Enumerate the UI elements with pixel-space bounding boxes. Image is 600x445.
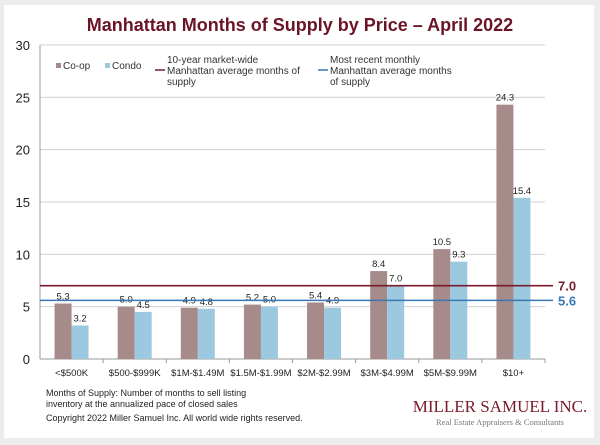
data-label: 9.3: [452, 250, 465, 261]
x-tick-label: <$500K: [55, 368, 89, 379]
bar-condo: [134, 311, 152, 359]
bar-co-op: [433, 249, 451, 359]
x-tick-label: $10+: [503, 368, 525, 379]
y-tick-label: 30: [16, 38, 30, 53]
legend-label: 10-year market-wide: [167, 55, 259, 66]
legend-label: Manhattan average months of: [167, 66, 300, 77]
data-label: 8.4: [372, 259, 385, 270]
data-label: 4.8: [200, 297, 213, 308]
bar-condo: [324, 307, 342, 359]
bar-co-op: [180, 307, 198, 359]
data-label: 5.2: [246, 293, 259, 304]
bar-co-op: [370, 271, 388, 359]
reference-line-label: 5.6: [558, 293, 576, 308]
data-label: 7.0: [389, 274, 402, 285]
data-label: 24.3: [496, 93, 515, 104]
bar-co-op: [243, 304, 261, 359]
bar-condo: [450, 261, 468, 359]
footnote-line2: inventory at the annualized pace of clos…: [46, 399, 238, 409]
reference-line-label: 7.0: [558, 279, 576, 294]
bar-condo: [513, 197, 531, 359]
data-label: 15.4: [513, 186, 532, 197]
y-tick-label: 25: [16, 90, 30, 105]
copyright: Copyright 2022 Miller Samuel Inc. All wo…: [46, 413, 303, 423]
footnote-line1: Months of Supply: Number of months to se…: [46, 388, 246, 398]
data-label: 5.3: [56, 292, 69, 303]
x-tick-label: $1M-$1.49M: [171, 368, 224, 379]
data-label: 10.5: [433, 237, 452, 248]
chart-card: [4, 5, 594, 438]
legend-label: Manhattan average months: [330, 66, 452, 77]
data-label: 4.9: [326, 296, 339, 307]
legend-label: supply: [167, 77, 196, 88]
x-tick-label: $500-$999K: [109, 368, 161, 379]
legend-label: Most recent monthly: [330, 55, 420, 66]
legend-swatch-condo: [105, 63, 110, 68]
bar-condo: [197, 308, 215, 359]
y-tick-label: 15: [16, 195, 30, 210]
company-logo: MILLER SAMUEL INC. Real Estate Appraiser…: [413, 397, 588, 427]
chart-title: Manhattan Months of Supply by Price – Ap…: [87, 15, 513, 35]
bar-condo: [71, 325, 89, 359]
logo-name: MILLER SAMUEL INC.: [413, 397, 588, 416]
bar-co-op: [117, 306, 135, 359]
logo-tagline: Real Estate Appraisers & Consultants: [436, 417, 564, 427]
data-label: 3.2: [73, 314, 86, 325]
y-tick-label: 0: [23, 352, 30, 367]
legend-label: of supply: [330, 77, 370, 88]
legend-label: Condo: [112, 61, 142, 72]
data-label: 5.4: [309, 290, 322, 301]
legend-swatch-co-op: [56, 63, 61, 68]
bar-condo: [387, 285, 405, 359]
x-tick-label: $2M-$2.99M: [297, 368, 350, 379]
x-tick-label: $1.5M-$1.99M: [230, 368, 291, 379]
data-label: 4.9: [183, 296, 196, 307]
x-tick-label: $5M-$9.99M: [424, 368, 477, 379]
x-tick-label: $3M-$4.99M: [361, 368, 414, 379]
bar-co-op: [496, 104, 514, 359]
bar-co-op: [307, 302, 325, 359]
data-label: 4.5: [137, 300, 150, 311]
bar-condo: [260, 306, 278, 359]
y-tick-label: 5: [23, 300, 30, 315]
legend-label: Co-op: [63, 61, 91, 72]
y-tick-label: 20: [16, 143, 30, 158]
bar-co-op: [54, 303, 72, 359]
y-tick-label: 10: [16, 247, 30, 262]
